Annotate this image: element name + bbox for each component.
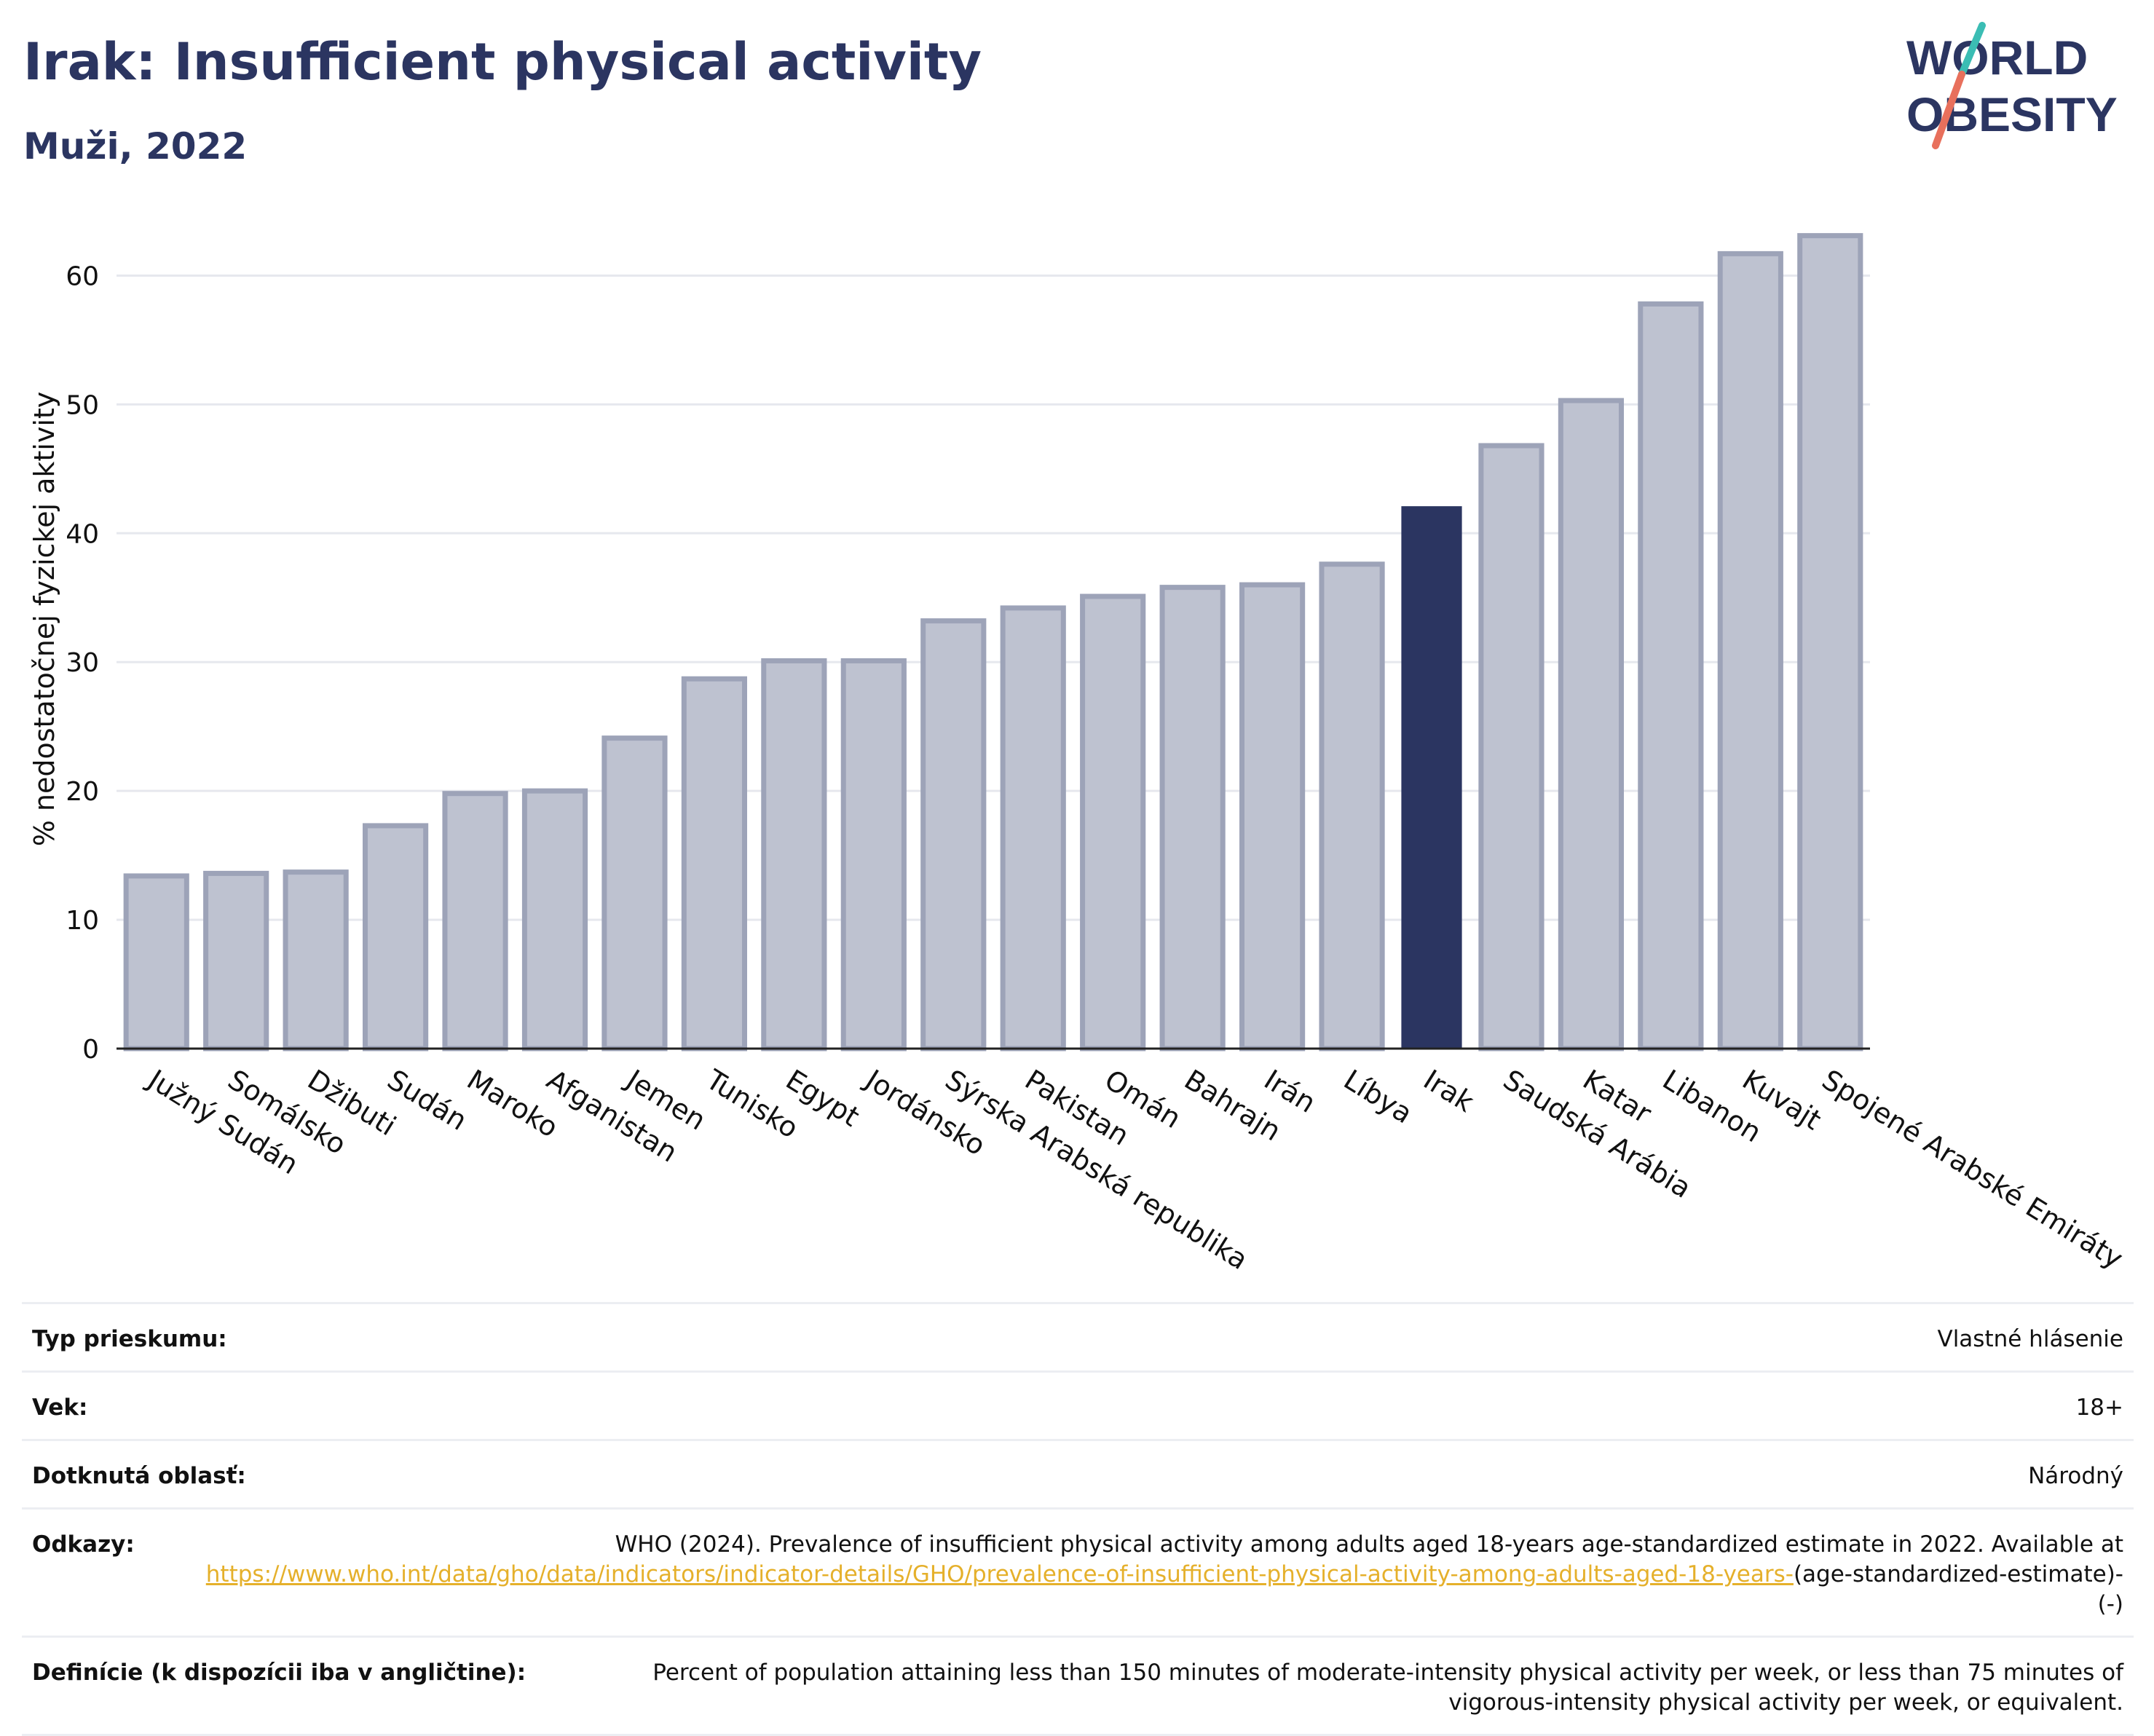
survey-type-label: Typ prieskumu: bbox=[32, 1326, 227, 1352]
bar bbox=[362, 823, 429, 1052]
y-tick-label: 30 bbox=[66, 648, 99, 678]
definitions-label: Definície (k dispozícii iba v angličtine… bbox=[32, 1660, 526, 1686]
bar bbox=[840, 658, 907, 1052]
y-tick-label: 60 bbox=[66, 261, 99, 291]
page-subtitle: Muži, 2022 bbox=[23, 125, 248, 167]
y-axis-label: % nedostatočnej fyzickej aktivity bbox=[28, 392, 60, 847]
meta-row-definitions: Definície (k dispozícii iba v angličtine… bbox=[22, 1636, 2134, 1736]
bar bbox=[1478, 443, 1545, 1052]
survey-type-value: Vlastné hlásenie bbox=[1937, 1326, 2123, 1352]
references-label: Odkazy: bbox=[32, 1531, 135, 1558]
definitions-value: Percent of population attaining less tha… bbox=[652, 1660, 2123, 1716]
y-tick-label: 20 bbox=[66, 777, 99, 807]
page-title: Irak: Insufficient physical activity bbox=[23, 32, 982, 92]
world-obesity-logo: WORLD OBESITY bbox=[1906, 22, 2118, 149]
references-link[interactable]: https://www.who.int/data/gho/data/indica… bbox=[205, 1561, 1794, 1587]
references-value: WHO (2024). Prevalence of insufficient p… bbox=[193, 1530, 2123, 1619]
y-tick-label: 0 bbox=[82, 1035, 99, 1065]
bar bbox=[681, 676, 748, 1052]
y-tick-label: 50 bbox=[66, 390, 99, 420]
bar bbox=[521, 788, 588, 1052]
bar bbox=[203, 870, 269, 1052]
logo-slash-red bbox=[1932, 71, 1965, 149]
x-tick-label: Líbya bbox=[1338, 1063, 1418, 1129]
bars bbox=[123, 233, 1863, 1052]
bar bbox=[1558, 398, 1625, 1052]
meta-row-references: Odkazy: WHO (2024). Prevalence of insuff… bbox=[22, 1507, 2134, 1636]
bar bbox=[123, 873, 189, 1052]
x-tick-label: Tunisko bbox=[700, 1063, 804, 1145]
area-label: Dotknutá oblasť: bbox=[32, 1463, 246, 1489]
x-tick-label: Irak bbox=[1418, 1063, 1479, 1118]
bar bbox=[761, 658, 827, 1052]
references-tail: (age-standardized-estimate)-(-) bbox=[1793, 1561, 2123, 1617]
bar bbox=[1000, 605, 1066, 1052]
x-tick-label: Spojené Arabské Emiráty bbox=[1817, 1063, 2129, 1275]
bar bbox=[920, 618, 987, 1052]
meta-row-age: Vek: 18+ bbox=[22, 1370, 2134, 1439]
y-tick-label: 10 bbox=[66, 906, 99, 936]
x-tick-label: Maroko bbox=[462, 1063, 564, 1143]
bar bbox=[1319, 561, 1385, 1052]
y-tick-label: 40 bbox=[66, 519, 99, 549]
bar bbox=[601, 735, 668, 1052]
bar bbox=[1717, 250, 1783, 1052]
logo-line1: WORLD bbox=[1906, 31, 2088, 84]
references-text: WHO (2024). Prevalence of insufficient p… bbox=[615, 1531, 2123, 1558]
bar bbox=[1159, 585, 1226, 1052]
x-tick-label: Sudán bbox=[382, 1063, 473, 1137]
meta-row-survey-type: Typ prieskumu: Vlastné hlásenie bbox=[22, 1302, 2134, 1370]
bar bbox=[1239, 582, 1306, 1052]
area-value: Národný bbox=[2028, 1463, 2123, 1489]
bar bbox=[1638, 301, 1704, 1052]
age-value: 18+ bbox=[2075, 1394, 2123, 1421]
meta-row-area: Dotknutá oblasť: Národný bbox=[22, 1439, 2134, 1507]
age-label: Vek: bbox=[32, 1394, 88, 1421]
bar bbox=[1080, 593, 1146, 1052]
bar-highlight bbox=[1401, 506, 1462, 1049]
bar bbox=[283, 869, 349, 1052]
bar bbox=[1797, 233, 1863, 1052]
bar bbox=[442, 791, 508, 1052]
logo-slash-teal bbox=[1958, 22, 1986, 78]
metadata-table: Typ prieskumu: Vlastné hlásenie Vek: 18+… bbox=[22, 1302, 2134, 1736]
